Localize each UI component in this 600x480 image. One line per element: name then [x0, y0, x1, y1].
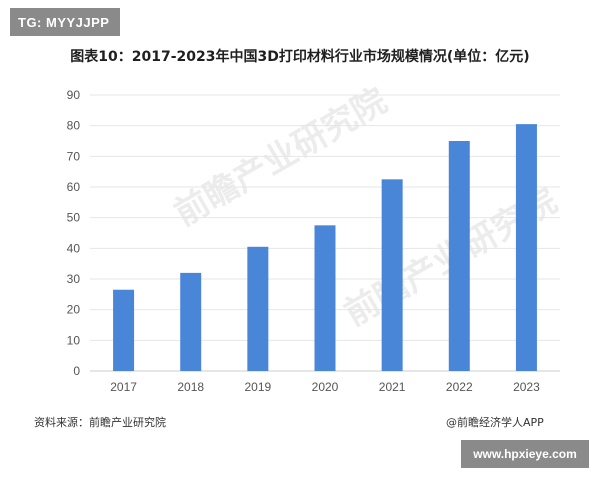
y-tick-label: 80 — [67, 119, 81, 133]
x-tick-label: 2017 — [110, 380, 137, 394]
y-tick-label: 50 — [67, 211, 81, 225]
x-tick-label: 2018 — [177, 380, 204, 394]
credit-label: @前瞻经济学人APP — [446, 416, 544, 429]
y-tick-label: 70 — [67, 149, 81, 163]
tg-badge: TG: MYYJJPP — [10, 8, 120, 36]
y-tick-label: 90 — [67, 88, 81, 102]
y-tick-label: 20 — [67, 303, 81, 317]
bar-2017 — [113, 289, 135, 371]
y-tick-label: 40 — [67, 241, 81, 255]
y-tick-label: 60 — [67, 180, 81, 194]
bar-2019 — [247, 246, 269, 371]
x-tick-label: 2019 — [245, 380, 272, 394]
y-axis-ticks: 0 10 20 30 40 50 60 70 80 90 — [67, 88, 81, 378]
x-axis-ticks: 2017 2018 2019 2020 2021 2022 2023 — [110, 380, 540, 394]
data-source: 资料来源：前瞻产业研究院 — [34, 416, 166, 429]
bar-2023 — [515, 124, 537, 371]
x-tick-label: 2021 — [379, 380, 406, 394]
bar-chart: 0 10 20 30 40 50 60 70 80 90 2017 2018 2019 2020 2021… — [67, 88, 560, 394]
y-tick-label: 30 — [67, 272, 81, 286]
bars — [113, 124, 537, 371]
y-tick-label: 10 — [67, 333, 81, 347]
x-tick-label: 2022 — [446, 380, 473, 394]
chart-title: 图表10：2017-2023年中国3D打印材料行业市场规模情况(单位：亿元) — [70, 49, 530, 65]
website-url[interactable]: www.hpxieye.com — [461, 440, 589, 468]
y-tick-label: 0 — [73, 364, 80, 378]
bar-2021 — [381, 179, 403, 371]
x-tick-label: 2023 — [513, 380, 540, 394]
bar-2018 — [180, 272, 202, 371]
x-tick-label: 2020 — [312, 380, 339, 394]
bar-2022 — [448, 141, 470, 371]
bar-2020 — [314, 225, 336, 371]
